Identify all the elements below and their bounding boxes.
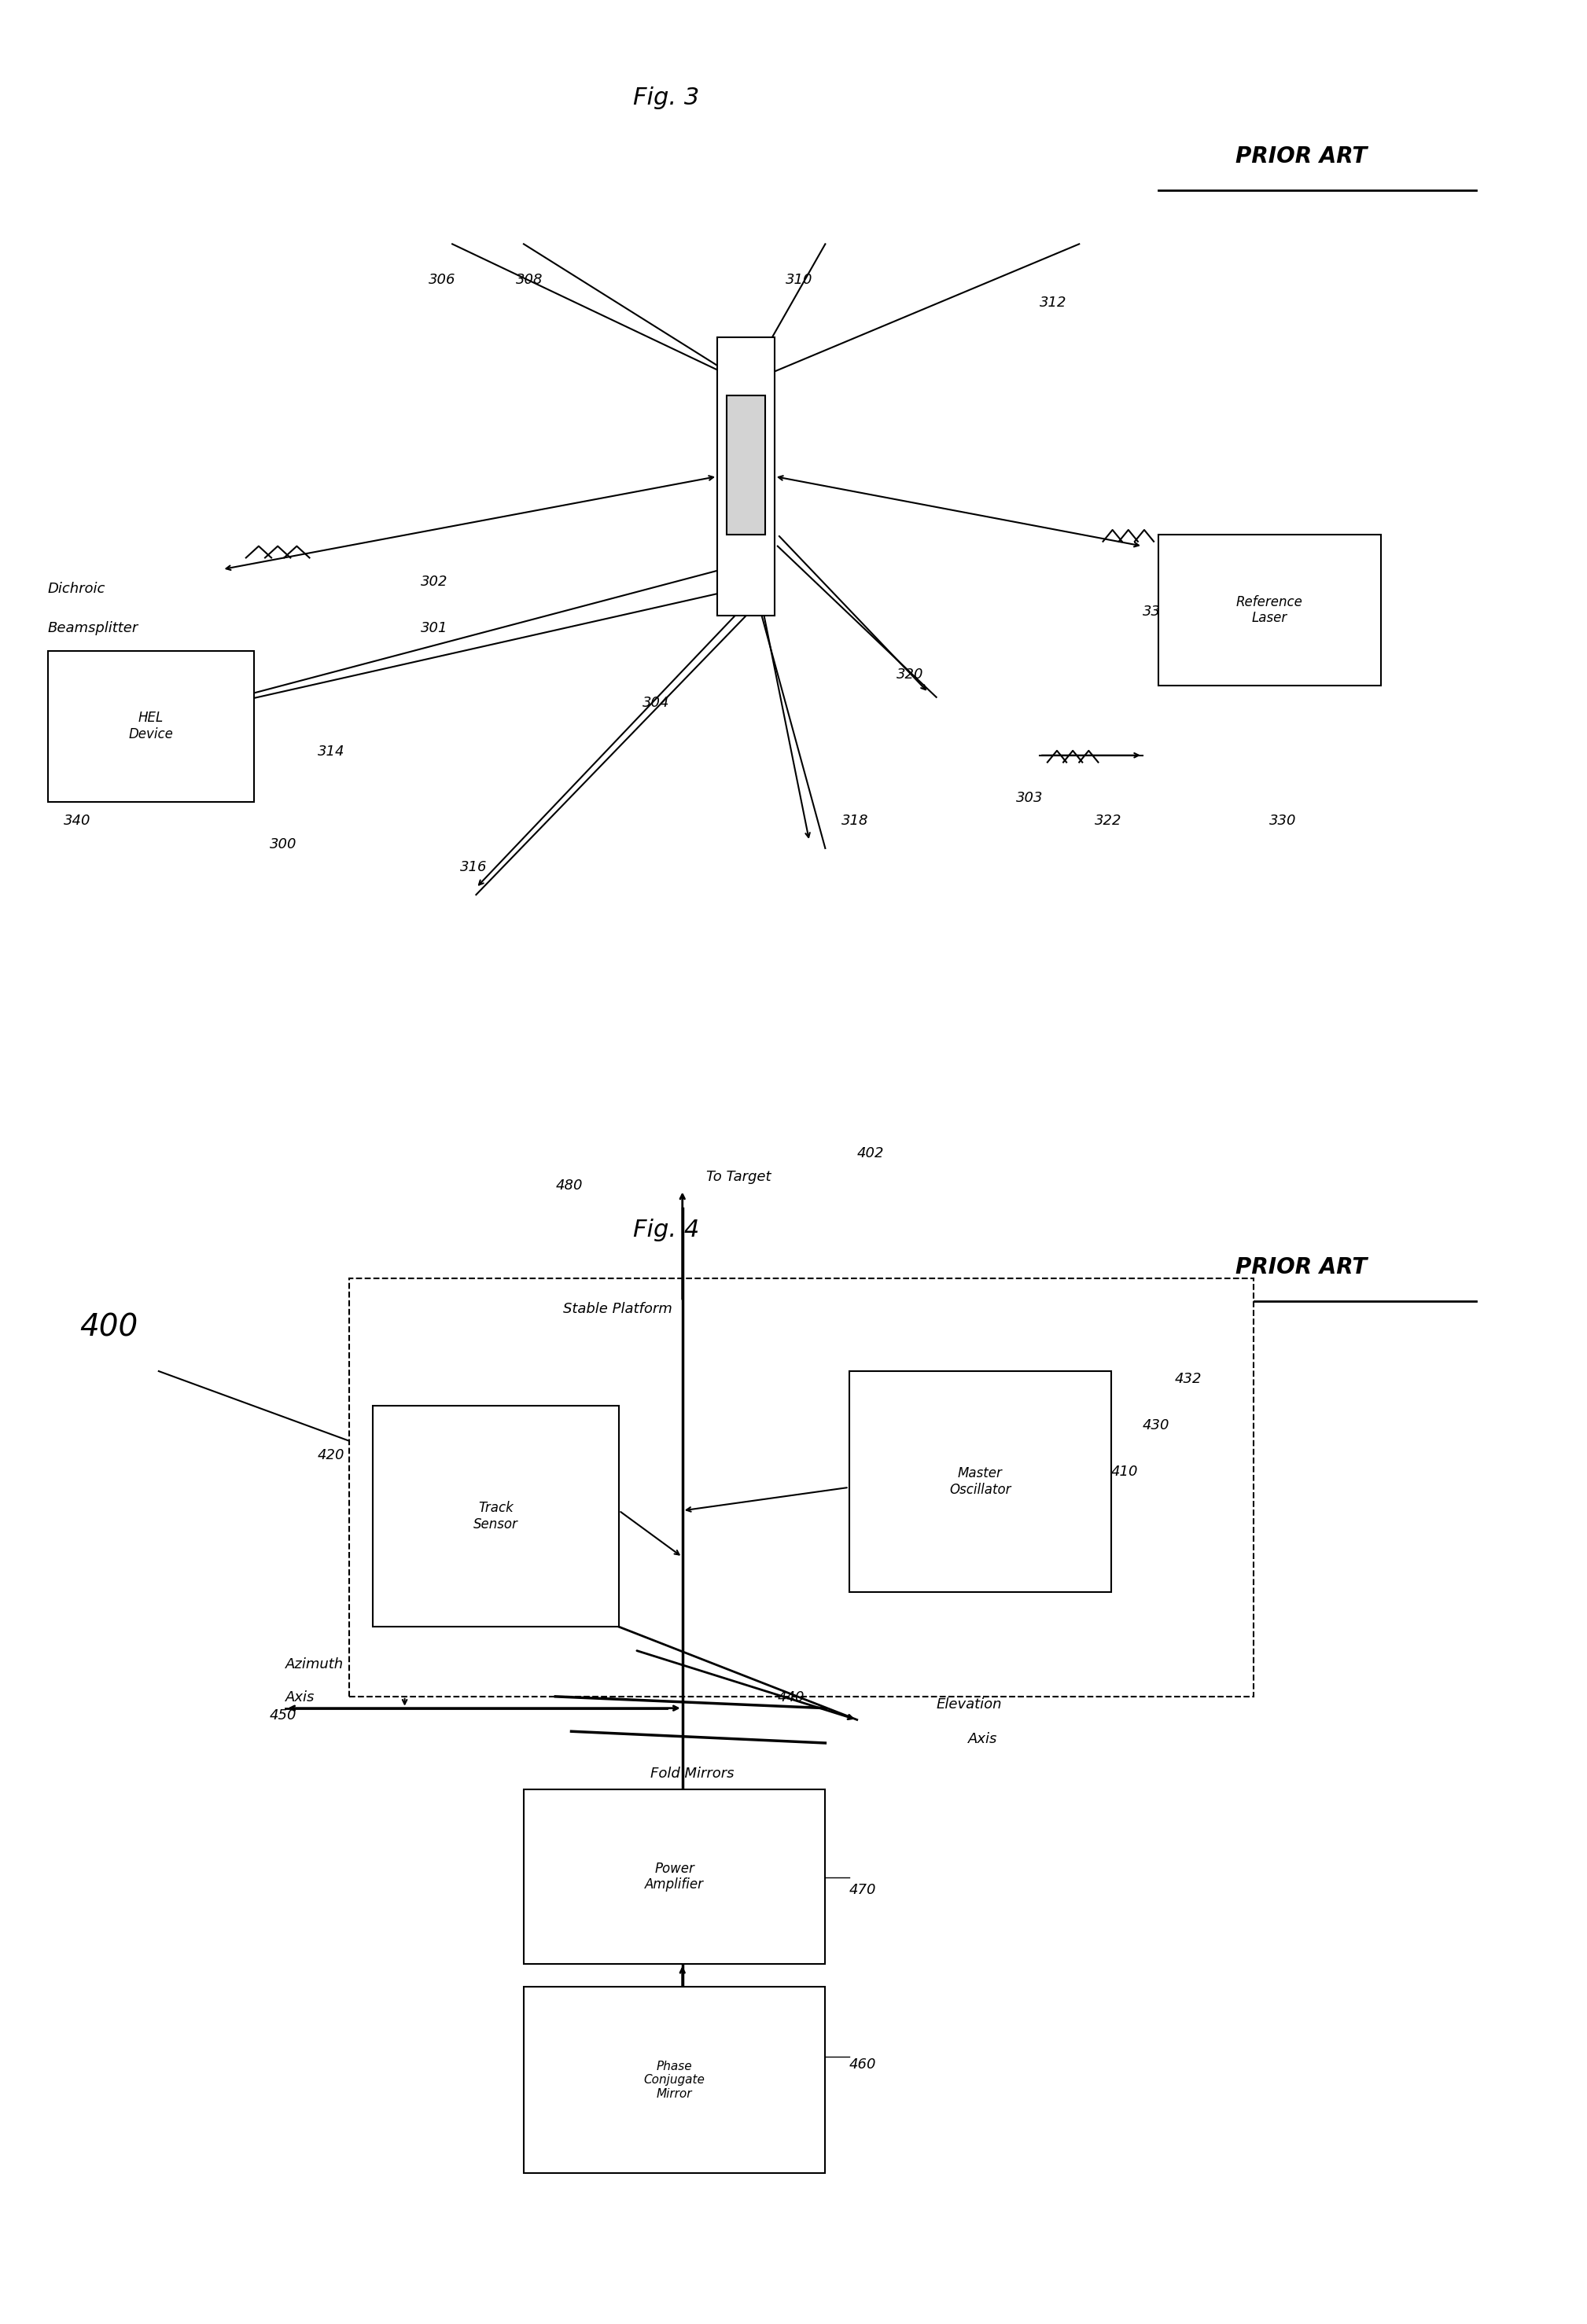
Bar bbox=[849, 1371, 1111, 1592]
Text: 303: 303 bbox=[1016, 790, 1043, 804]
Bar bbox=[1159, 535, 1381, 686]
Text: 306: 306 bbox=[428, 272, 455, 286]
Text: Fig. 3: Fig. 3 bbox=[633, 86, 700, 109]
Text: Fig. 4: Fig. 4 bbox=[633, 1218, 700, 1241]
Text: 310: 310 bbox=[786, 272, 813, 286]
Text: 432: 432 bbox=[1174, 1371, 1201, 1385]
Bar bbox=[48, 651, 254, 802]
Bar bbox=[727, 395, 765, 535]
Text: 314: 314 bbox=[317, 744, 344, 758]
Text: Axis: Axis bbox=[968, 1731, 998, 1745]
Text: Power
Amplifier: Power Amplifier bbox=[644, 1862, 705, 1892]
Text: HEL
Device: HEL Device bbox=[129, 711, 173, 741]
Bar bbox=[373, 1406, 619, 1627]
Bar bbox=[524, 1789, 825, 1964]
Text: 420: 420 bbox=[317, 1448, 344, 1462]
Text: 402: 402 bbox=[857, 1146, 884, 1160]
Text: 340: 340 bbox=[63, 813, 90, 827]
Text: Azimuth: Azimuth bbox=[286, 1657, 344, 1671]
Text: 330: 330 bbox=[1270, 813, 1297, 827]
Text: 320: 320 bbox=[897, 667, 924, 681]
Bar bbox=[524, 1987, 825, 2173]
Text: 480: 480 bbox=[555, 1178, 582, 1192]
Text: 304: 304 bbox=[643, 695, 670, 709]
Text: 308: 308 bbox=[516, 272, 543, 286]
Text: Elevation: Elevation bbox=[936, 1697, 1001, 1710]
Bar bbox=[717, 337, 774, 616]
Text: Fold Mirrors: Fold Mirrors bbox=[651, 1766, 735, 1780]
Text: 302: 302 bbox=[421, 574, 448, 588]
Text: Axis: Axis bbox=[286, 1690, 316, 1703]
Text: To Target: To Target bbox=[706, 1169, 771, 1183]
Text: 410: 410 bbox=[1111, 1464, 1138, 1478]
Text: 460: 460 bbox=[849, 2057, 876, 2071]
Text: 322: 322 bbox=[1095, 813, 1122, 827]
Text: 400: 400 bbox=[79, 1313, 138, 1343]
Text: Track
Sensor: Track Sensor bbox=[473, 1501, 519, 1532]
Text: Beamsplitter: Beamsplitter bbox=[48, 621, 138, 634]
Text: 301: 301 bbox=[421, 621, 448, 634]
Text: 450: 450 bbox=[270, 1708, 297, 1722]
Bar bbox=[349, 1278, 1254, 1697]
Text: 470: 470 bbox=[849, 1882, 876, 1896]
Text: 318: 318 bbox=[841, 813, 868, 827]
Text: Master
Oscillator: Master Oscillator bbox=[949, 1466, 1011, 1497]
Text: 312: 312 bbox=[1039, 295, 1066, 309]
Text: PRIOR ART: PRIOR ART bbox=[1236, 1257, 1366, 1278]
Text: 300: 300 bbox=[270, 837, 297, 851]
Text: 430: 430 bbox=[1143, 1418, 1170, 1432]
Text: Stable Platform: Stable Platform bbox=[563, 1301, 673, 1315]
Text: 440: 440 bbox=[778, 1690, 805, 1703]
Text: Phase
Conjugate
Mirror: Phase Conjugate Mirror bbox=[644, 2061, 705, 2099]
Text: PRIOR ART: PRIOR ART bbox=[1236, 146, 1366, 167]
Text: 316: 316 bbox=[460, 860, 487, 874]
Text: 332: 332 bbox=[1143, 604, 1170, 618]
Text: Reference
Laser: Reference Laser bbox=[1236, 595, 1303, 625]
Text: Dichroic: Dichroic bbox=[48, 581, 105, 595]
